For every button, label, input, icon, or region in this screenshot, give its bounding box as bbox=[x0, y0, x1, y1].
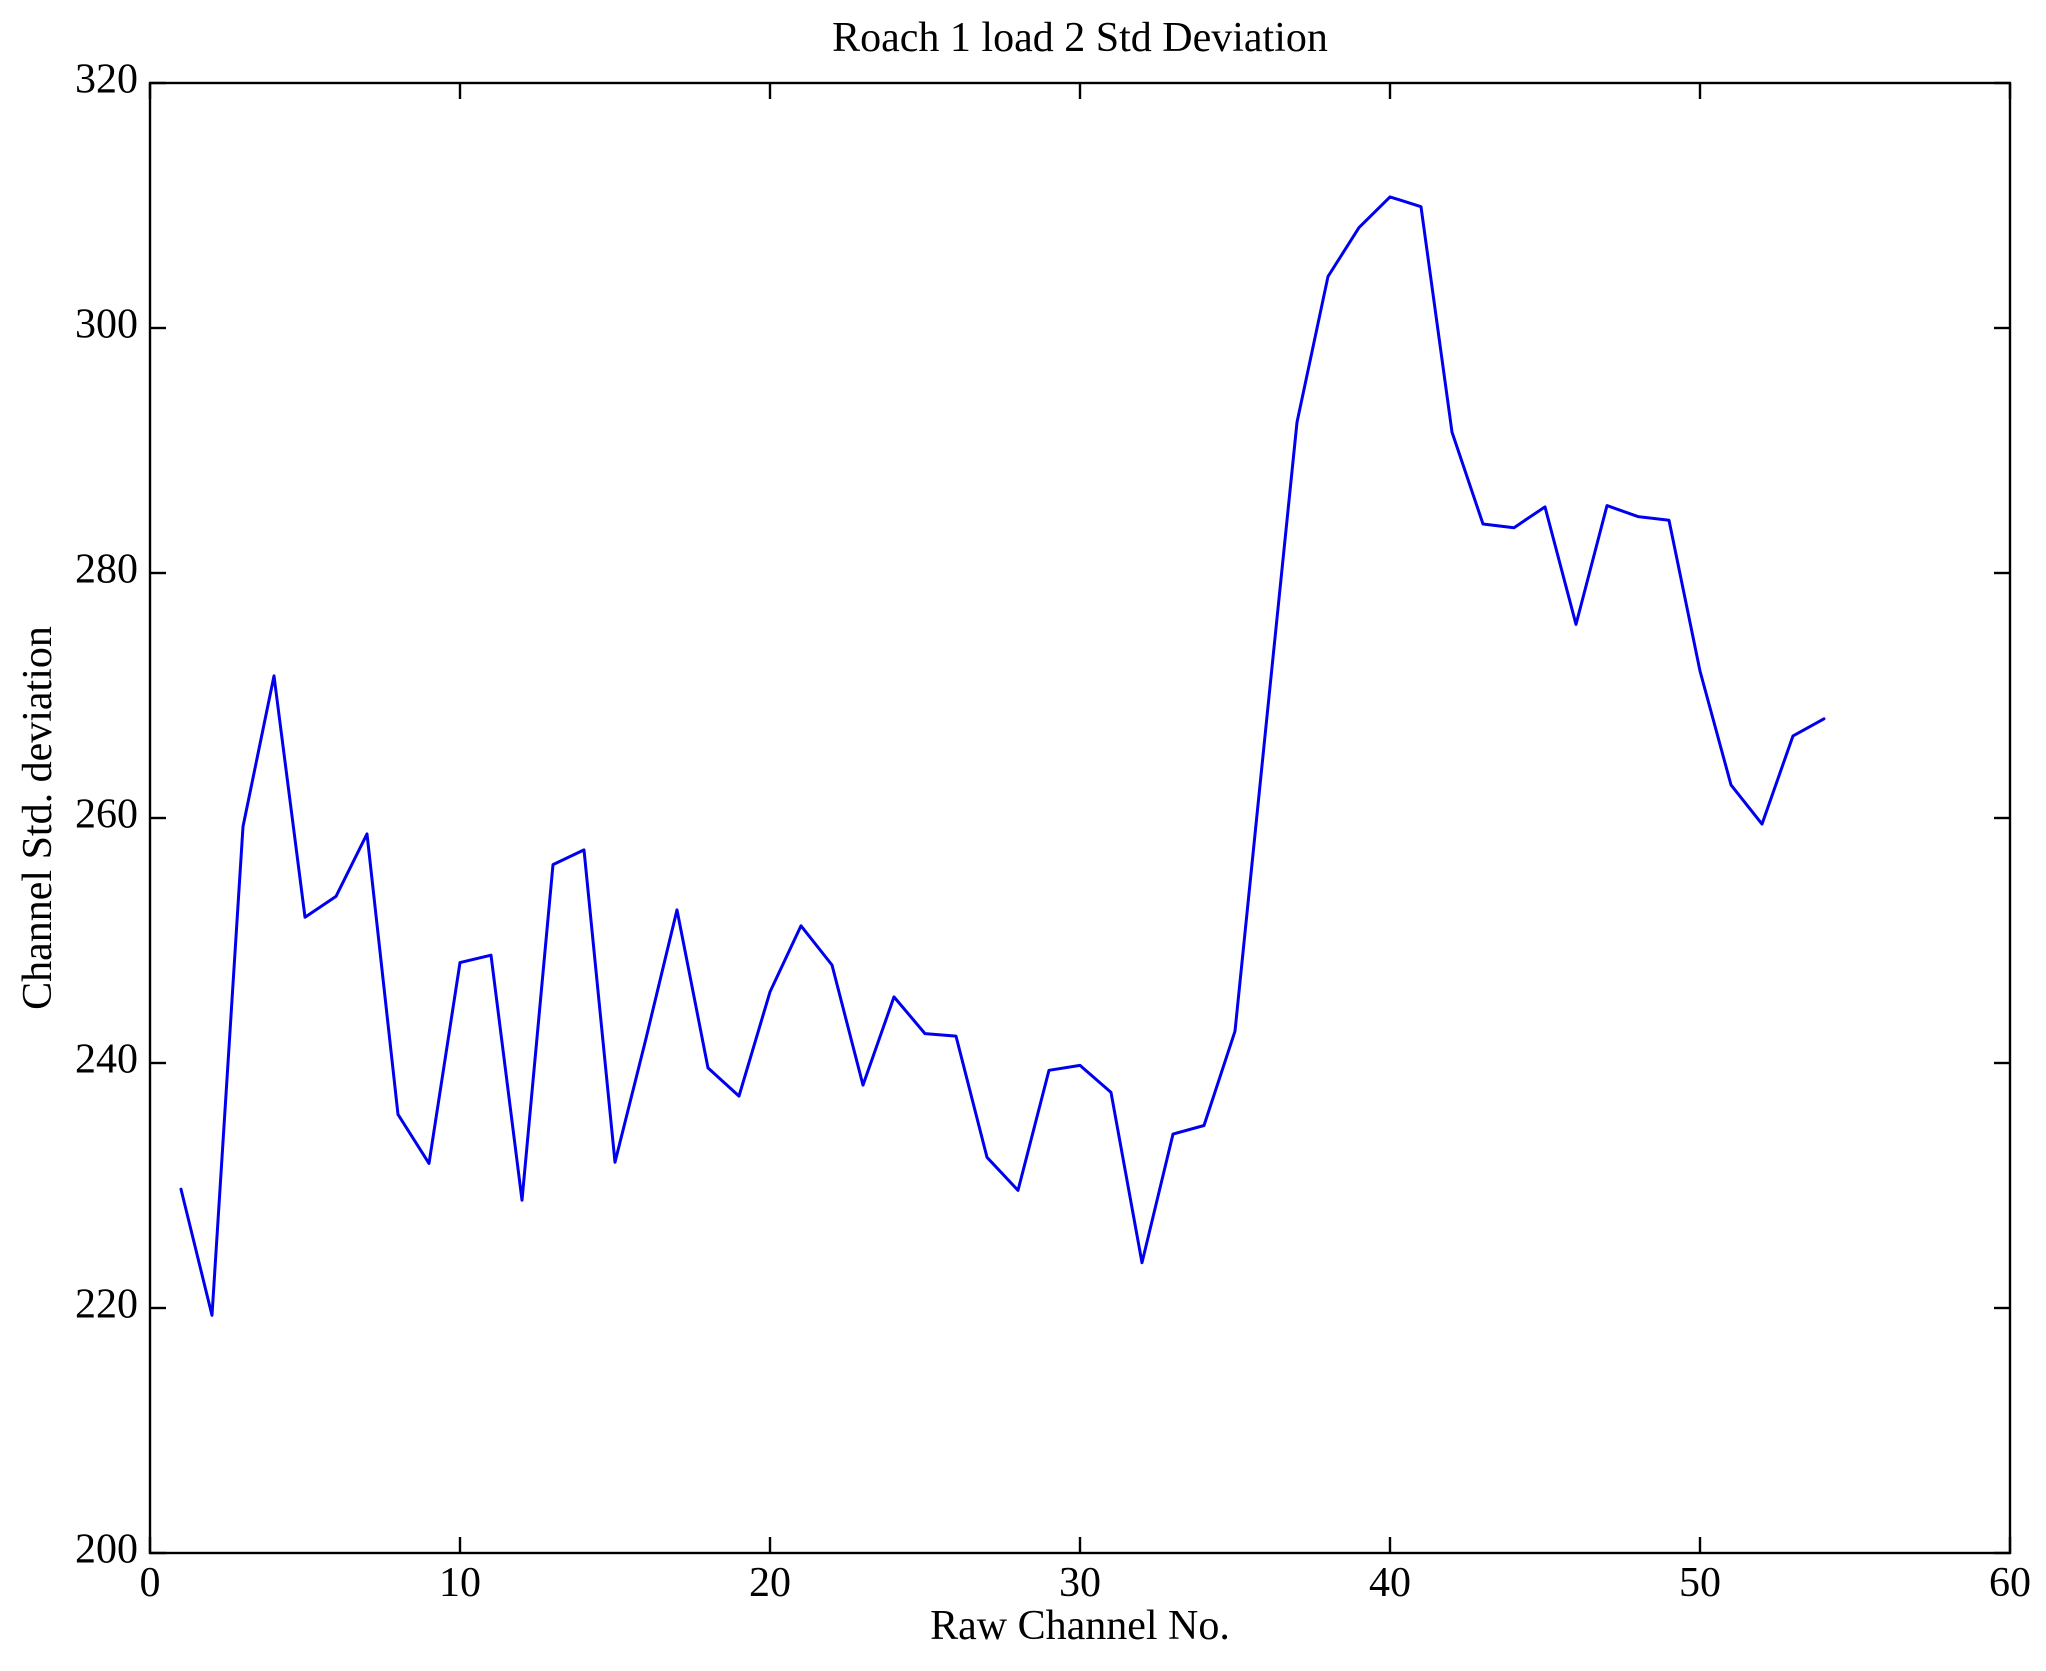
x-tick-label-60: 60 bbox=[1989, 1560, 2031, 1606]
y-tick-label-220: 220 bbox=[75, 1282, 138, 1328]
x-tick-label-20: 20 bbox=[749, 1560, 791, 1606]
x-tick-label-40: 40 bbox=[1369, 1560, 1411, 1606]
x-tick-label-30: 30 bbox=[1059, 1560, 1101, 1606]
x-tick-label-0: 0 bbox=[140, 1560, 161, 1606]
y-tick-label-240: 240 bbox=[75, 1037, 138, 1083]
y-tick-label-260: 260 bbox=[75, 792, 138, 838]
y-tick-label-320: 320 bbox=[75, 57, 138, 103]
chart-title: Roach 1 load 2 Std Deviation bbox=[832, 15, 1328, 61]
x-tick-label-50: 50 bbox=[1679, 1560, 1721, 1606]
axes-box bbox=[148, 81, 2012, 1555]
x-tick-label-10: 10 bbox=[439, 1560, 481, 1606]
y-tick-label-300: 300 bbox=[75, 302, 138, 348]
y-tick-label-280: 280 bbox=[75, 547, 138, 593]
y-axis-label-text: Channel Std. deviation bbox=[15, 626, 61, 1010]
y-tick-label-200: 200 bbox=[75, 1527, 138, 1573]
data-line-channel-std bbox=[179, 195, 1826, 1317]
x-axis-label: Raw Channel No. bbox=[930, 1603, 1230, 1649]
